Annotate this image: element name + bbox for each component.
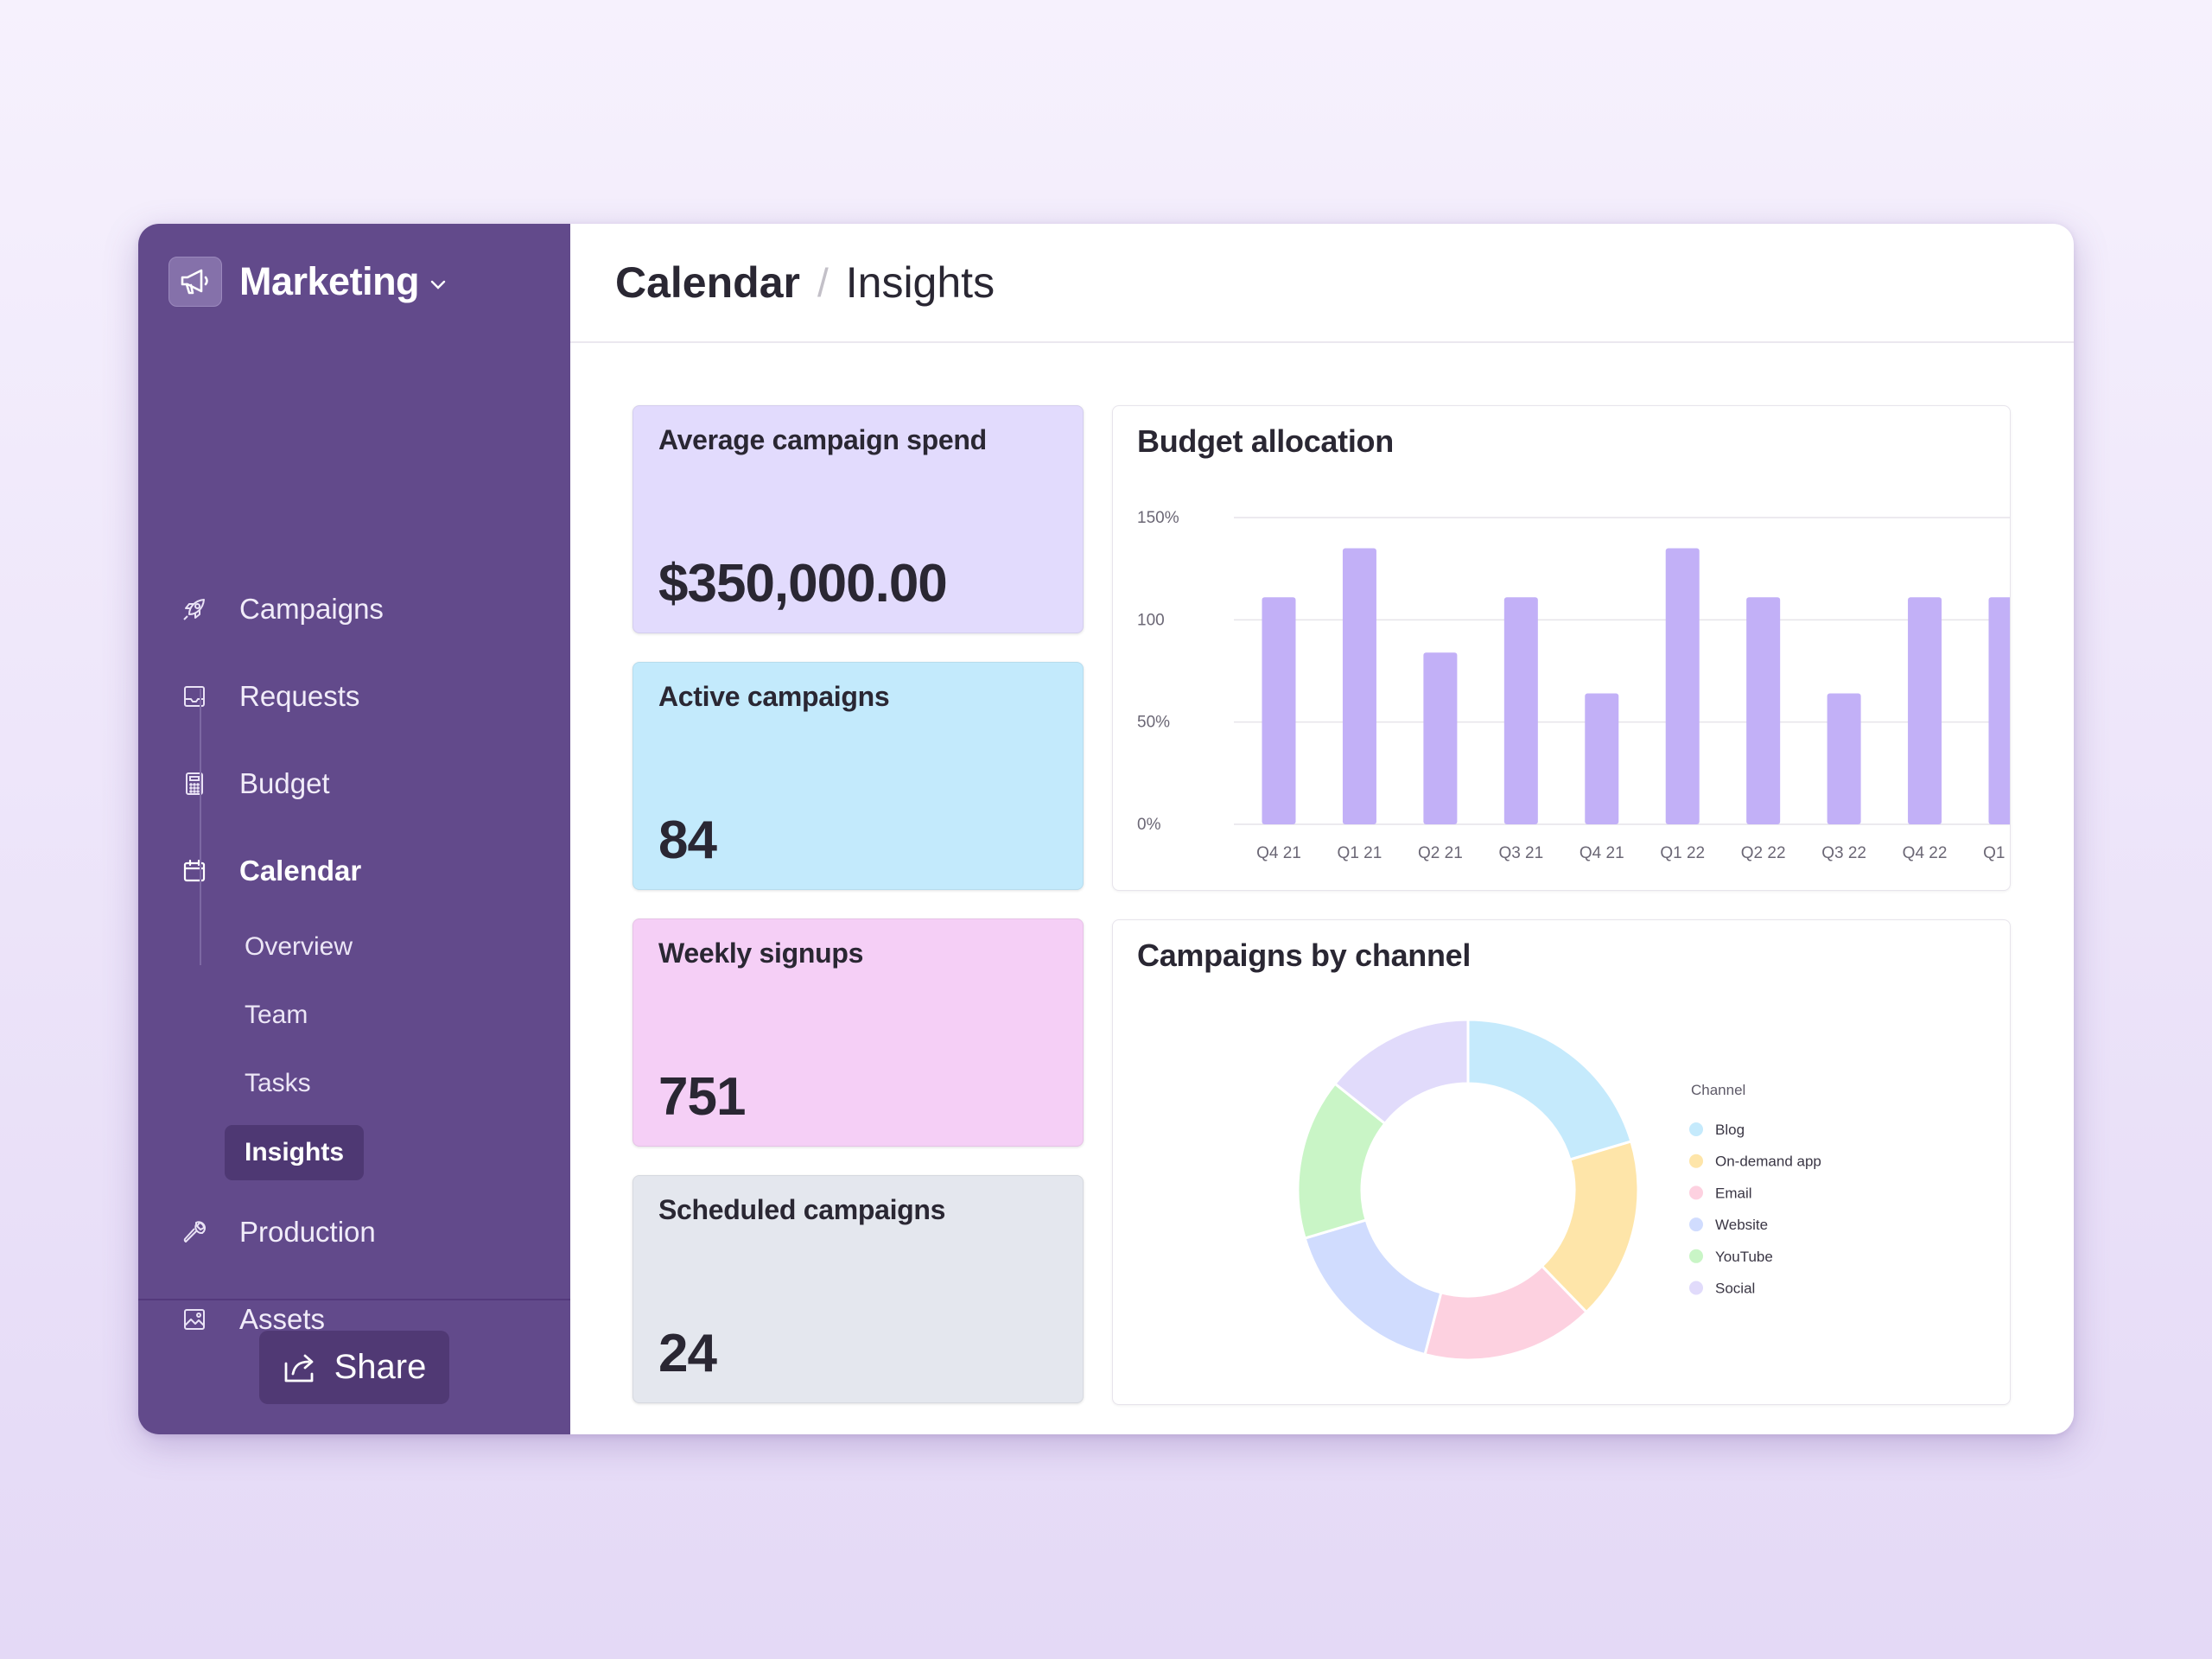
stat-value: 84 [658,810,717,870]
inbox-icon [181,683,207,709]
campaigns-by-channel-chart: Channel Blog On-demand app Email Website YouT… [1296,1018,1821,1362]
nav-label: Assets [239,1303,326,1335]
legend-swatch [1689,1122,1703,1136]
legend-title: Channel [1691,1082,1745,1098]
pie-slice [1303,1218,1443,1357]
legend-swatch [1689,1249,1703,1263]
nav-label: Budget [239,767,330,799]
y-tick-label: 0% [1137,816,1161,834]
chart-title: Campaigns by channel [1137,938,1471,973]
nav-assets[interactable]: Assets [181,1298,325,1341]
legend-label: Blog [1715,1122,1745,1138]
stat-title: Weekly signups [658,938,864,969]
legend-label: On-demand app [1715,1154,1821,1170]
megaphone-icon [168,257,222,307]
x-tick-label: Q1 23 [1983,844,2010,862]
share-icon [283,1351,319,1384]
nav-campaigns[interactable]: Campaigns [181,588,384,631]
stat-title: Scheduled campaigns [658,1194,946,1225]
sidebar-divider [138,1299,570,1300]
pie-slice [1332,1018,1470,1126]
legend-label: Website [1715,1217,1768,1233]
app-window: Marketing Campaigns [138,224,2074,1434]
rocket-icon [181,596,207,622]
bar [1746,597,1781,824]
budget-allocation-chart: 0% 50% 100 150% Q4 21 Q1 21 Q2 21 Q3 21 Q4 21 Q1 … [1137,509,2010,862]
campaigns-by-channel-card: Campaigns by channel Channel Blog On-deman… [1112,919,2011,1405]
chevron-down-icon [429,278,447,290]
legend-swatch [1689,1217,1703,1232]
legend-label: YouTube [1715,1249,1773,1265]
subnav-tasks[interactable]: Tasks [245,1069,311,1097]
page-header: Calendar / Insights [570,224,2074,343]
x-tick-label: Q2 21 [1418,844,1463,862]
calendar-icon [181,858,207,884]
stat-card-scheduled-campaigns: Scheduled campaigns 24 [632,1175,1084,1403]
stat-title: Active campaigns [658,681,890,712]
image-icon [181,1306,207,1332]
bar [1827,693,1861,824]
bar [1988,597,2010,824]
sidebar: Marketing Campaigns [138,224,570,1434]
workspace-title: Marketing [239,259,420,303]
legend-swatch [1689,1154,1703,1168]
chart-title: Budget allocation [1137,423,1394,459]
bar [1665,548,1700,824]
bar [1262,597,1296,824]
share-label: Share [334,1348,427,1386]
x-tick-label: Q4 21 [1580,844,1624,862]
page-title: Insights [845,258,995,307]
y-tick-label: 100 [1137,611,1165,629]
x-tick-label: Q2 22 [1741,844,1786,862]
wrench-icon [181,1219,207,1245]
legend-swatch [1689,1281,1703,1295]
bar [1908,597,1942,824]
nav-production[interactable]: Production [181,1211,376,1254]
stat-card-weekly-signups: Weekly signups 751 [632,918,1084,1147]
subnav-team[interactable]: Team [245,1001,308,1029]
legend-label: Social [1715,1281,1755,1297]
bar [1585,693,1619,824]
x-tick-label: Q1 21 [1338,844,1382,862]
subnav-insights[interactable]: Insights [225,1125,365,1180]
nav-label: Campaigns [239,593,384,625]
nav-label: Requests [239,680,360,712]
stat-title: Average campaign spend [658,424,987,455]
bar [1503,597,1538,824]
stat-value: 24 [658,1324,717,1383]
bar [1342,548,1376,824]
subnav-overview[interactable]: Overview [245,932,353,961]
x-tick-label: Q3 21 [1498,844,1543,862]
stat-card-active-campaigns: Active campaigns 84 [632,662,1084,890]
x-tick-label: Q4 22 [1903,844,1948,862]
nav-budget[interactable]: Budget [181,762,330,805]
workspace-switcher[interactable]: Marketing [168,257,447,307]
x-tick-label: Q3 22 [1821,844,1866,862]
x-tick-label: Q1 22 [1660,844,1705,862]
y-tick-label: 50% [1137,714,1170,732]
legend-label: Email [1715,1185,1752,1201]
calculator-icon [181,771,207,797]
subnav-divider [200,689,201,965]
budget-allocation-card: Budget allocation 0% 50% 100 150% Q4 21 Q1 21… [1112,405,2011,891]
breadcrumb-parent[interactable]: Calendar [615,258,800,307]
nav-requests[interactable]: Requests [181,675,359,718]
nav-label: Calendar [239,855,362,887]
nav-calendar[interactable]: Calendar [181,849,361,893]
x-tick-label: Q4 21 [1256,844,1301,862]
pie-slice [1466,1018,1633,1161]
y-tick-label: 150% [1137,509,1179,527]
stat-card-avg-spend: Average campaign spend $350,000.00 [632,405,1084,633]
nav-label: Production [239,1216,376,1248]
legend-swatch [1689,1185,1703,1200]
breadcrumb-separator: / [817,260,829,305]
share-button[interactable]: Share [259,1331,449,1404]
bar [1423,652,1458,824]
stat-value: 751 [658,1067,746,1127]
stat-value: $350,000.00 [658,554,948,613]
